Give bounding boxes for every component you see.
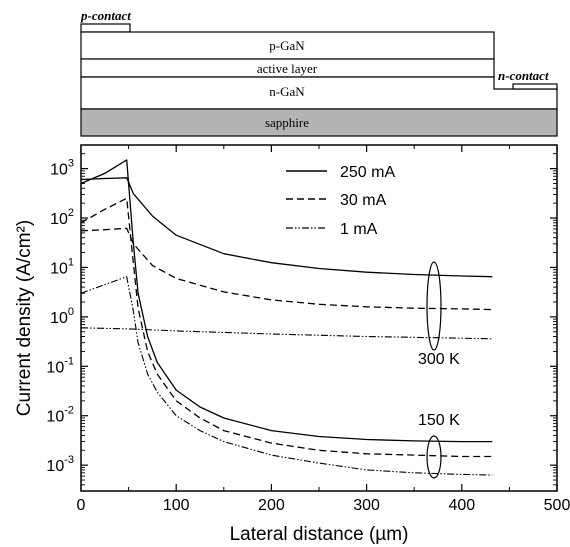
x-tick-label: 300: [353, 497, 380, 514]
series-line-30ma-150k: [80, 197, 493, 458]
y-tick-base: 10: [50, 260, 68, 277]
y-tick-exponent: 3: [68, 158, 74, 170]
y-tick-base: 10: [46, 359, 64, 376]
y-tick-exponent: -1: [64, 355, 74, 367]
y-tick-exponent: 1: [68, 256, 74, 268]
series-line-250ma-150k: [80, 159, 493, 443]
sapphire-substrate: [80, 108, 558, 137]
annotations: 300 K 150 K: [418, 261, 460, 479]
x-tick-label: 400: [448, 497, 475, 514]
y-axis-title: Current density (A/cm²): [14, 220, 35, 416]
n-contact-pad: [512, 83, 558, 90]
axis-ticks: [80, 144, 558, 492]
series-line-250ma-300k: [80, 177, 493, 278]
series-line-30ma-300k: [80, 227, 493, 311]
y-tick-base: 10: [50, 310, 68, 327]
p-gan-layer: [80, 31, 495, 60]
series-line-1ma-150k: [80, 276, 493, 476]
ellipse-150k: [426, 435, 442, 479]
y-tick-base: 10: [50, 211, 68, 228]
n-gan-label: n-GaN: [269, 84, 305, 99]
y-tick-label: 102: [50, 207, 74, 228]
y-tick-label: 10-2: [46, 405, 74, 426]
y-tick-exponent: -3: [64, 454, 74, 466]
legend: 250 mA 30 mA 1 mA: [286, 164, 395, 238]
y-tick-base: 10: [46, 409, 64, 426]
p-contact-label: p-contact: [80, 8, 131, 23]
plot-frame: [80, 144, 558, 492]
p-gan-label: p-GaN: [269, 38, 305, 53]
n-gan-layer: [80, 76, 558, 110]
p-contact-pad: [80, 23, 131, 33]
label-300k: 300 K: [418, 351, 460, 368]
y-tick-exponent: -2: [64, 405, 74, 417]
active-layer-label: active layer: [257, 61, 318, 76]
y-tick-base: 10: [50, 162, 68, 179]
y-tick-label: 10-3: [46, 454, 74, 475]
n-contact-label: n-contact: [498, 68, 549, 83]
y-tick-label: 103: [50, 158, 74, 179]
ellipse-300k: [426, 261, 442, 351]
x-tick-label: 500: [544, 497, 570, 514]
series-lines: [80, 159, 493, 476]
legend-label-30ma: 30 mA: [340, 192, 387, 209]
device-diagram: p-contact p-GaN active layer n-GaN n-con…: [80, 8, 558, 137]
y-tick-label: 101: [50, 256, 74, 277]
legend-label-1ma: 1 mA: [340, 221, 378, 238]
label-150k: 150 K: [418, 412, 460, 429]
legend-label-250ma: 250 mA: [340, 164, 395, 181]
y-tick-label: 10-1: [46, 355, 74, 376]
y-tick-label: 100: [50, 306, 74, 327]
y-tick-exponent: 2: [68, 207, 74, 219]
x-tick-label: 100: [163, 497, 190, 514]
y-tick-exponent: 0: [68, 306, 74, 318]
x-tick-label: 200: [258, 497, 285, 514]
sapphire-label: sapphire: [265, 115, 309, 130]
x-tick-label: 0: [77, 497, 86, 514]
x-tick-labels: 0 100 200 300 400 500: [77, 497, 570, 514]
series-line-1ma-300k: [80, 327, 493, 340]
y-tick-base: 10: [46, 458, 64, 475]
x-axis-title: Lateral distance (µm): [230, 524, 409, 545]
